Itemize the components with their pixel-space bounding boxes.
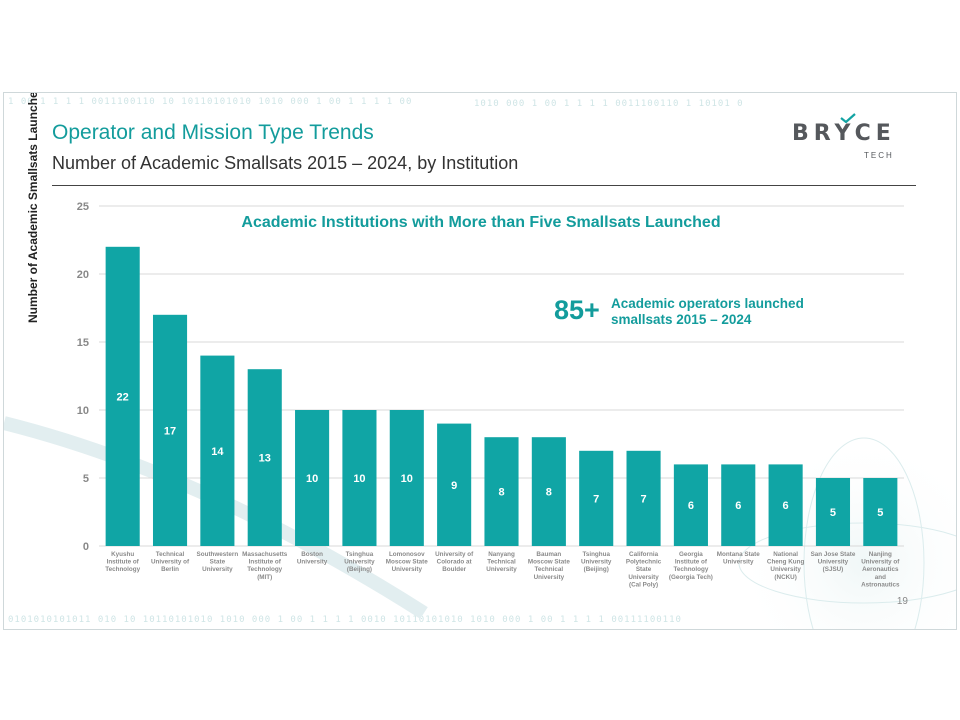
bar-value-label: 6 xyxy=(783,500,789,512)
logo-tagline: TECH xyxy=(864,151,894,160)
y-tick-label: 5 xyxy=(83,473,89,485)
x-tick-label: Technical University of Berlin xyxy=(151,551,190,573)
x-tick-label: Massachusetts Institute of Technology (MIT) xyxy=(242,551,288,581)
x-tick-label: Montana State University xyxy=(717,551,761,566)
x-tick-label: Kyushu Institute of Technology xyxy=(105,551,140,573)
chart-title: Academic Institutions with More than Fiv… xyxy=(241,214,721,231)
x-tick-label: Tsinghua University (Beijing) xyxy=(344,551,375,573)
bryce-logo: BRYCE TECH xyxy=(792,113,922,173)
bar-value-label: 7 xyxy=(593,493,599,505)
y-tick-label: 10 xyxy=(77,405,89,417)
bar xyxy=(295,410,330,546)
bar-value-label: 10 xyxy=(353,473,365,485)
y-tick-label: 20 xyxy=(77,269,89,281)
bar xyxy=(673,464,708,546)
x-tick-label: Tsinghua University (Beijing) xyxy=(581,551,612,573)
bar-value-label: 14 xyxy=(211,446,224,458)
bar-chart: 0 5 10 15 20 25 22 Kyushu Institute of Technology… xyxy=(77,201,904,588)
x-tick-label: San Jose State University (SJSU) xyxy=(811,551,856,573)
x-tick-label: Bauman Moscow State Technical University xyxy=(528,551,570,581)
x-tick-label: Lomonosov Moscow State University xyxy=(386,551,428,573)
slide: 1 00 1 1 1 1 0011100110 10 10110101010 1… xyxy=(3,92,957,630)
binary-decoration-bottom: 0101010101011 010 10 10110101010 1010 00… xyxy=(8,615,682,625)
x-tick-label: California Polytechnic State University (Cal… xyxy=(626,551,662,588)
bar xyxy=(531,437,566,546)
logo-wordmark: BRYCE xyxy=(792,121,896,146)
x-tick-label: Southwestern State University xyxy=(197,551,239,573)
bar xyxy=(768,464,803,546)
x-tick-label: Georgia Institute of Technology (Georgia Te… xyxy=(669,551,713,581)
y-tick-label: 0 xyxy=(83,541,89,553)
x-tick-label: Boston University xyxy=(297,551,328,566)
bar-value-label: 8 xyxy=(498,487,504,499)
bar-value-label: 17 xyxy=(164,425,176,437)
bar-value-label: 9 xyxy=(451,480,457,492)
bar xyxy=(200,355,235,546)
slide-title: Operator and Mission Type Trends xyxy=(52,121,374,144)
bar-value-label: 13 xyxy=(259,453,271,465)
bar-value-label: 10 xyxy=(306,473,318,485)
logo-check-icon xyxy=(840,113,856,123)
bar-value-label: 5 xyxy=(830,507,836,519)
y-tick-label: 15 xyxy=(77,337,89,349)
title-divider xyxy=(52,185,916,186)
bar-value-label: 6 xyxy=(735,500,741,512)
bar xyxy=(626,450,661,546)
bar xyxy=(437,423,472,546)
y-tick-label: 25 xyxy=(77,201,89,213)
callout-number: 85+ xyxy=(554,295,600,325)
page-number: 19 xyxy=(896,596,908,607)
bar-value-label: 8 xyxy=(546,487,552,499)
binary-decoration-top: 1 00 1 1 1 1 0011100110 10 10110101010 1… xyxy=(8,97,413,107)
bar xyxy=(389,410,424,546)
x-tick-label: Nanjing University of Aeronautics and Astron… xyxy=(861,551,900,588)
callout-text: Academic operators launched smallsats 20… xyxy=(611,296,804,327)
bar-value-label: 6 xyxy=(688,500,694,512)
bar xyxy=(342,410,377,546)
binary-decoration-top-right: 1010 000 1 00 1 1 1 1 0011100110 1 10101… xyxy=(474,99,744,109)
bar-value-label: 7 xyxy=(640,493,646,505)
bar-value-label: 10 xyxy=(401,473,413,485)
bar-value-label: 5 xyxy=(877,507,883,519)
bar xyxy=(105,246,140,547)
x-tick-label: National Cheng Kung University (NCKU) xyxy=(767,551,805,581)
bar xyxy=(815,478,851,546)
bar-value-label: 22 xyxy=(117,391,129,403)
bar xyxy=(152,314,188,546)
bar xyxy=(247,369,282,546)
bar xyxy=(863,478,898,546)
x-tick-label: University of Colorado at Boulder xyxy=(435,551,474,573)
x-tick-label: Nanyang Technical University xyxy=(486,551,517,573)
slide-subtitle: Number of Academic Smallsats 2015 – 2024… xyxy=(52,153,519,173)
bar xyxy=(721,464,756,546)
bar xyxy=(579,450,614,546)
bar xyxy=(484,437,519,546)
